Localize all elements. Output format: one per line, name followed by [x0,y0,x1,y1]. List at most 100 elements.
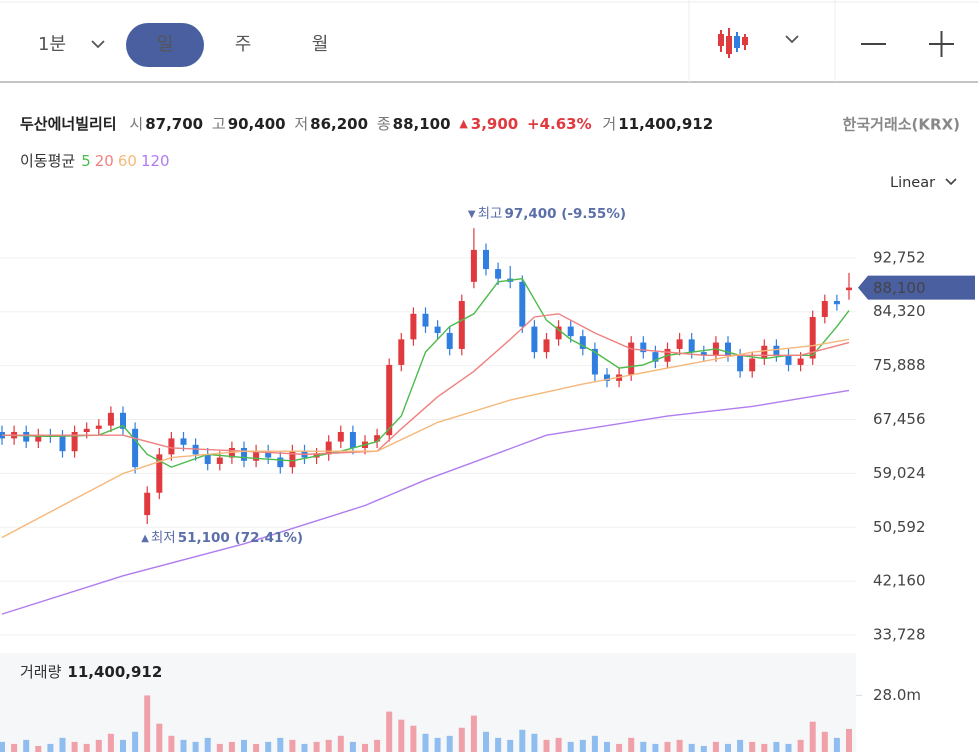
volume-bar [192,741,199,752]
label: 시 [129,115,143,133]
period-tab[interactable]: 월 [312,34,329,55]
annotation-label: 최고 [478,206,503,222]
volume-bar [59,737,66,752]
candle-body [495,269,502,279]
volume-bar [664,741,671,752]
volume-bar [313,741,320,752]
candle-body [180,438,187,445]
dropdown-icon[interactable] [785,35,799,44]
volume-bar [253,743,260,752]
volume-bar [555,737,562,752]
volume-bar [483,731,489,752]
volume-bar [168,735,175,752]
y-tick-label: 33,728 [873,626,926,644]
volume-bar [785,743,792,752]
volume-bar [362,743,368,752]
candle-body [59,436,66,452]
extreme-annotation: ▼ 최고 97,400 (-9.55%) [468,206,626,222]
volume-bar [11,743,18,752]
annotation-text: 51,100 (72.41%) [178,530,303,546]
volume-bar [519,729,526,752]
candle-body [374,435,381,442]
ma-legend-item: 20 [95,152,114,170]
volume-bar [204,737,211,752]
volume-bar [446,735,453,752]
moving-average-line [1,277,850,468]
candle-body [168,438,175,455]
candle-body [846,287,852,291]
volume-bar [567,741,574,752]
candle-body [410,313,417,340]
period-tab[interactable]: 일 [157,34,174,55]
volume-bar [95,739,102,752]
volume-bars [0,695,852,752]
volume-bar [47,743,54,752]
volume-bar [120,739,126,752]
candle-body [821,301,828,317]
candle-body [470,249,477,282]
candle-body [337,432,344,442]
volume-bar [773,741,780,752]
volume-bar [809,721,816,752]
volume-bar [591,735,598,752]
low: 86,200 [310,115,368,133]
volume-bar [107,733,114,752]
moving-average-line [1,389,850,615]
volume-bar [156,723,163,752]
candle-body [555,326,562,340]
candle-body [216,457,223,464]
candle-body [579,336,586,349]
annotation-marker: ▼ [468,209,476,220]
candle-body [700,352,707,356]
candle-body [277,457,284,468]
candle-body [531,326,538,353]
ma-legend-item: 5 [81,152,91,170]
period-tab[interactable]: 주 [235,34,252,55]
grid [0,257,856,636]
candle-body [325,441,332,455]
active-tab-pill[interactable] [126,23,204,67]
candle-body [519,281,526,327]
candle-body [688,339,695,353]
candle-body [95,425,102,429]
interval-select[interactable]: 1분 [38,34,66,55]
candle-body [398,339,405,365]
dropdown-icon[interactable] [945,178,957,186]
volume-bar [652,743,659,752]
volume-bar [180,739,187,752]
moving-average-line [2,313,850,456]
candle-body [144,492,151,516]
candle-body [241,447,247,461]
volume-bar [470,715,477,752]
y-tick-label: 59,024 [873,464,926,482]
volume-bar [410,725,417,752]
volume-title: 거래량 11,400,912 [20,663,162,681]
volume-bar [712,741,719,752]
candle-body [797,358,804,365]
candle-body [676,339,683,349]
scale-mode-button[interactable]: Linear [890,175,935,191]
candle-body [652,352,659,362]
candle-body [749,358,756,372]
volume-bar [422,733,429,752]
candle-body [422,313,429,327]
volume-bar [579,739,586,752]
candle-body [132,428,139,468]
candle-body [833,301,840,305]
dropdown-icon[interactable] [91,40,105,49]
volume-bar [676,739,683,752]
chart-type-button[interactable] [718,28,748,58]
candle-body [107,412,114,426]
candle-body [265,451,272,458]
change-percent: +4.63% [527,115,592,133]
volume-bar [144,695,151,752]
candle-body [785,355,792,365]
ma-legend: 이동평균 5 20 60 120 [20,152,170,170]
candle-body [35,435,42,442]
volume-bar [531,733,538,752]
volume-bar [132,731,139,752]
zoom-in-button[interactable] [929,31,954,57]
candle-body [204,454,211,464]
candles [0,228,852,615]
